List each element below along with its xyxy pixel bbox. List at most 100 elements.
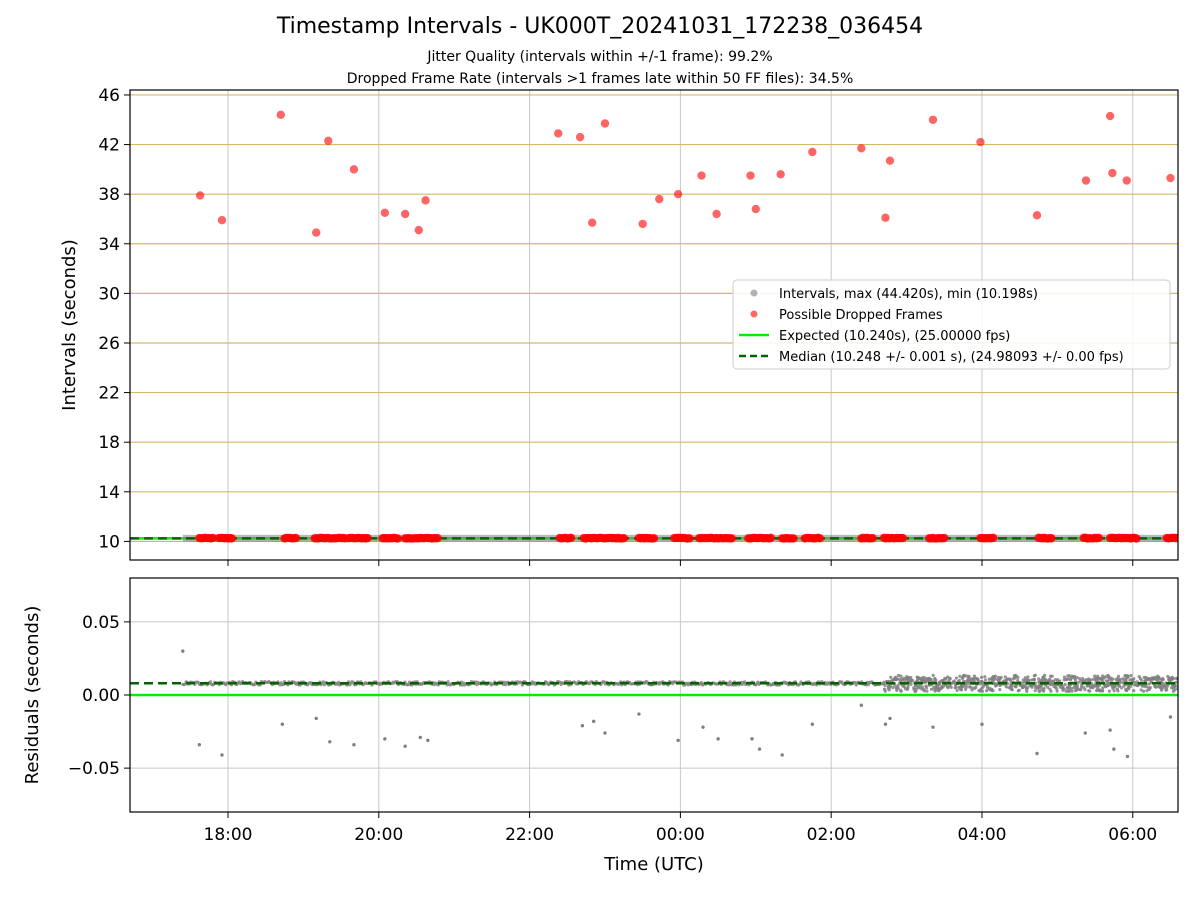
residual-point (1042, 686, 1046, 691)
residual-point (964, 685, 968, 689)
residual-point (1101, 686, 1105, 690)
residual-point (1174, 680, 1178, 684)
residual-point (1059, 684, 1063, 688)
dropped-frame-point (898, 533, 908, 543)
residual-point (899, 674, 903, 678)
residual-point (1081, 677, 1085, 681)
dropped-frame-point (789, 534, 798, 543)
residual-point (1171, 677, 1175, 681)
dropped-frame-point (363, 533, 372, 543)
residual-point (1027, 679, 1031, 683)
legend-label: Intervals, max (44.420s), min (10.198s) (779, 287, 1038, 302)
residual-point (1083, 679, 1087, 683)
residual-point (1091, 686, 1095, 690)
residual-point (1107, 689, 1111, 693)
residual-point (1058, 679, 1062, 683)
residual-outlier-point (418, 735, 422, 740)
residual-point (337, 680, 341, 684)
residual-point (446, 680, 450, 684)
residual-point (989, 677, 994, 681)
residual-point (990, 689, 994, 693)
residual-point (1041, 676, 1045, 680)
residual-point (909, 679, 914, 683)
residual-point (1096, 674, 1100, 678)
x-tick-label: 00:00 (656, 825, 705, 845)
dropped-frame-point (619, 534, 629, 543)
residual-point (912, 687, 916, 691)
residual-outlier-point (603, 731, 607, 735)
residual-point (1132, 688, 1136, 693)
residual-point (942, 679, 946, 683)
residual-point (1042, 689, 1046, 693)
residual-point (1147, 682, 1151, 686)
residual-point (964, 683, 968, 687)
residual-point (937, 680, 942, 685)
dropped-frame-point (208, 533, 218, 543)
x-tick-label: 18:00 (204, 825, 253, 845)
residual-point (932, 685, 936, 689)
residual-point (1107, 676, 1111, 680)
residual-point (929, 687, 934, 691)
residual-outlier-point (403, 744, 407, 748)
residual-point (1110, 684, 1114, 689)
residual-point (1170, 686, 1174, 690)
dropped-frame-point (217, 216, 227, 225)
residual-point (1037, 677, 1041, 681)
residual-point (1156, 685, 1160, 689)
residual-outlier-point (716, 737, 720, 741)
residual-point (1032, 674, 1036, 678)
residual-point (909, 676, 913, 680)
residual-point (993, 674, 998, 678)
residual-point (972, 674, 977, 678)
dropped-frame-point (324, 136, 333, 146)
dropped-frame-point (649, 534, 659, 543)
dropped-frame-point (312, 228, 321, 237)
residual-point (913, 684, 918, 688)
residual-point (1173, 688, 1177, 692)
residual-point (1055, 686, 1059, 691)
y-tick-label: 46 (98, 86, 120, 106)
dropped-frame-point (808, 147, 817, 157)
dropped-frame-point (655, 194, 664, 204)
dropped-frame-point (554, 129, 563, 138)
residual-point (1157, 677, 1161, 681)
residual-point (893, 675, 897, 679)
dropped-frame-point (414, 225, 423, 235)
residual-point (1147, 676, 1152, 681)
residual-outlier-point (1168, 715, 1173, 719)
dropped-frame-point (989, 533, 998, 543)
residual-point (976, 678, 980, 682)
residual-point (937, 687, 941, 692)
dropped-frame-point (1122, 176, 1131, 185)
intervals-data (130, 110, 1178, 543)
residual-point (952, 679, 956, 683)
residual-point (916, 675, 920, 679)
residual-point (1116, 689, 1120, 693)
dropped-frame-point (227, 534, 236, 543)
jitter-quality-subtitle: Jitter Quality (intervals within +/-1 fr… (427, 49, 773, 65)
residual-point (1143, 679, 1147, 683)
residual-point (1104, 684, 1108, 688)
dropped-frame-point (1081, 176, 1091, 185)
residual-point (1018, 683, 1022, 687)
residual-outlier-point (888, 716, 892, 721)
residual-point (1067, 685, 1072, 689)
residual-outlier-point (197, 743, 202, 747)
residual-point (965, 674, 970, 678)
residual-point (1098, 688, 1102, 692)
dropped-frame-point (291, 533, 301, 543)
residual-point (882, 687, 887, 691)
residual-point (1004, 685, 1008, 689)
residual-point (971, 677, 975, 681)
y-tick-label: −0.05 (68, 759, 120, 779)
dropped-frame-point (349, 165, 359, 174)
residual-point (1074, 689, 1078, 693)
residual-point (914, 687, 918, 691)
residual-point (208, 680, 213, 684)
dropped-frame-point (1132, 534, 1141, 543)
residual-point (1078, 688, 1082, 692)
residual-point (998, 688, 1002, 692)
residual-point (1094, 677, 1098, 681)
residual-point (967, 681, 971, 686)
residual-outlier-point (328, 740, 332, 744)
